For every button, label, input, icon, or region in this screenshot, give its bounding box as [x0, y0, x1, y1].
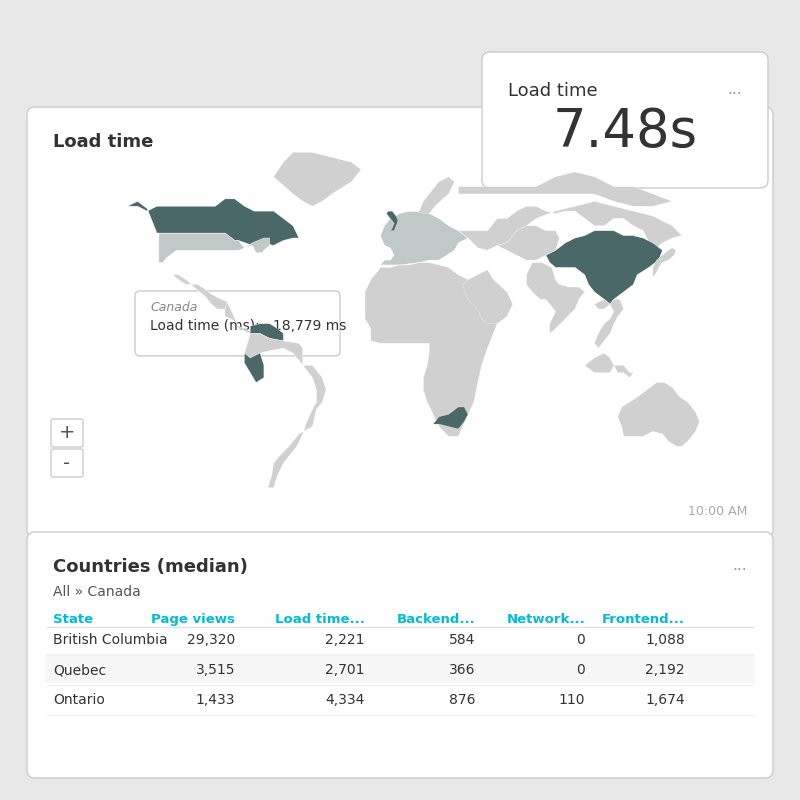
Text: Network...: Network... [506, 613, 585, 626]
FancyBboxPatch shape [482, 52, 768, 188]
Text: 1,088: 1,088 [646, 633, 685, 647]
Text: British Columbia: British Columbia [53, 633, 168, 647]
Text: State: State [53, 613, 93, 626]
Polygon shape [498, 226, 559, 260]
FancyBboxPatch shape [135, 291, 340, 356]
Text: 0: 0 [576, 633, 585, 647]
Text: -: - [63, 454, 70, 473]
Polygon shape [546, 230, 662, 304]
Polygon shape [250, 324, 283, 341]
Text: 110: 110 [558, 693, 585, 707]
Polygon shape [128, 199, 299, 246]
Polygon shape [458, 172, 672, 206]
Text: ...: ... [732, 558, 747, 573]
Polygon shape [157, 233, 270, 262]
Polygon shape [365, 262, 498, 436]
Text: Load time: Load time [53, 133, 154, 151]
Text: Frontend...: Frontend... [602, 613, 685, 626]
Polygon shape [274, 152, 361, 206]
Polygon shape [386, 211, 398, 230]
Text: Backend...: Backend... [396, 613, 475, 626]
FancyBboxPatch shape [51, 419, 83, 447]
Text: ...: ... [727, 82, 742, 97]
Text: Load time: Load time [508, 82, 598, 100]
Text: 2,192: 2,192 [646, 663, 685, 677]
Polygon shape [225, 302, 250, 334]
Polygon shape [653, 248, 676, 278]
Text: 366: 366 [449, 663, 475, 677]
Text: +: + [58, 423, 75, 442]
Text: 7.48s: 7.48s [553, 106, 698, 158]
Polygon shape [173, 274, 227, 309]
Text: ...: ... [732, 133, 747, 148]
Text: Countries (median): Countries (median) [53, 558, 248, 576]
Text: 584: 584 [449, 633, 475, 647]
FancyBboxPatch shape [27, 107, 773, 538]
Polygon shape [614, 366, 634, 378]
Text: All » Canada: All » Canada [53, 585, 141, 599]
Polygon shape [245, 353, 264, 382]
Polygon shape [410, 177, 454, 214]
FancyBboxPatch shape [51, 449, 83, 477]
Polygon shape [245, 334, 326, 488]
Text: 876: 876 [449, 693, 475, 707]
Text: Load time...: Load time... [275, 613, 365, 626]
Text: 3,515: 3,515 [195, 663, 235, 677]
Polygon shape [433, 407, 468, 429]
Text: 2,701: 2,701 [326, 663, 365, 677]
Polygon shape [585, 353, 614, 373]
FancyBboxPatch shape [27, 532, 773, 778]
Polygon shape [618, 382, 699, 446]
Text: Quebec: Quebec [53, 663, 106, 677]
Polygon shape [458, 202, 682, 250]
Polygon shape [526, 262, 585, 334]
Polygon shape [594, 299, 624, 348]
Text: 0: 0 [576, 663, 585, 677]
FancyBboxPatch shape [45, 653, 755, 683]
Text: 1,674: 1,674 [646, 693, 685, 707]
Text: 10:00 AM: 10:00 AM [688, 505, 747, 518]
Text: 4,334: 4,334 [326, 693, 365, 707]
Polygon shape [462, 270, 513, 324]
Text: Load time (ms):   18,779 ms: Load time (ms): 18,779 ms [150, 319, 346, 333]
Polygon shape [381, 211, 468, 265]
Text: 2,221: 2,221 [326, 633, 365, 647]
Text: 1,433: 1,433 [195, 693, 235, 707]
Text: Canada: Canada [150, 301, 198, 314]
Text: Ontario: Ontario [53, 693, 105, 707]
Text: 29,320: 29,320 [186, 633, 235, 647]
Text: Page views: Page views [151, 613, 235, 626]
